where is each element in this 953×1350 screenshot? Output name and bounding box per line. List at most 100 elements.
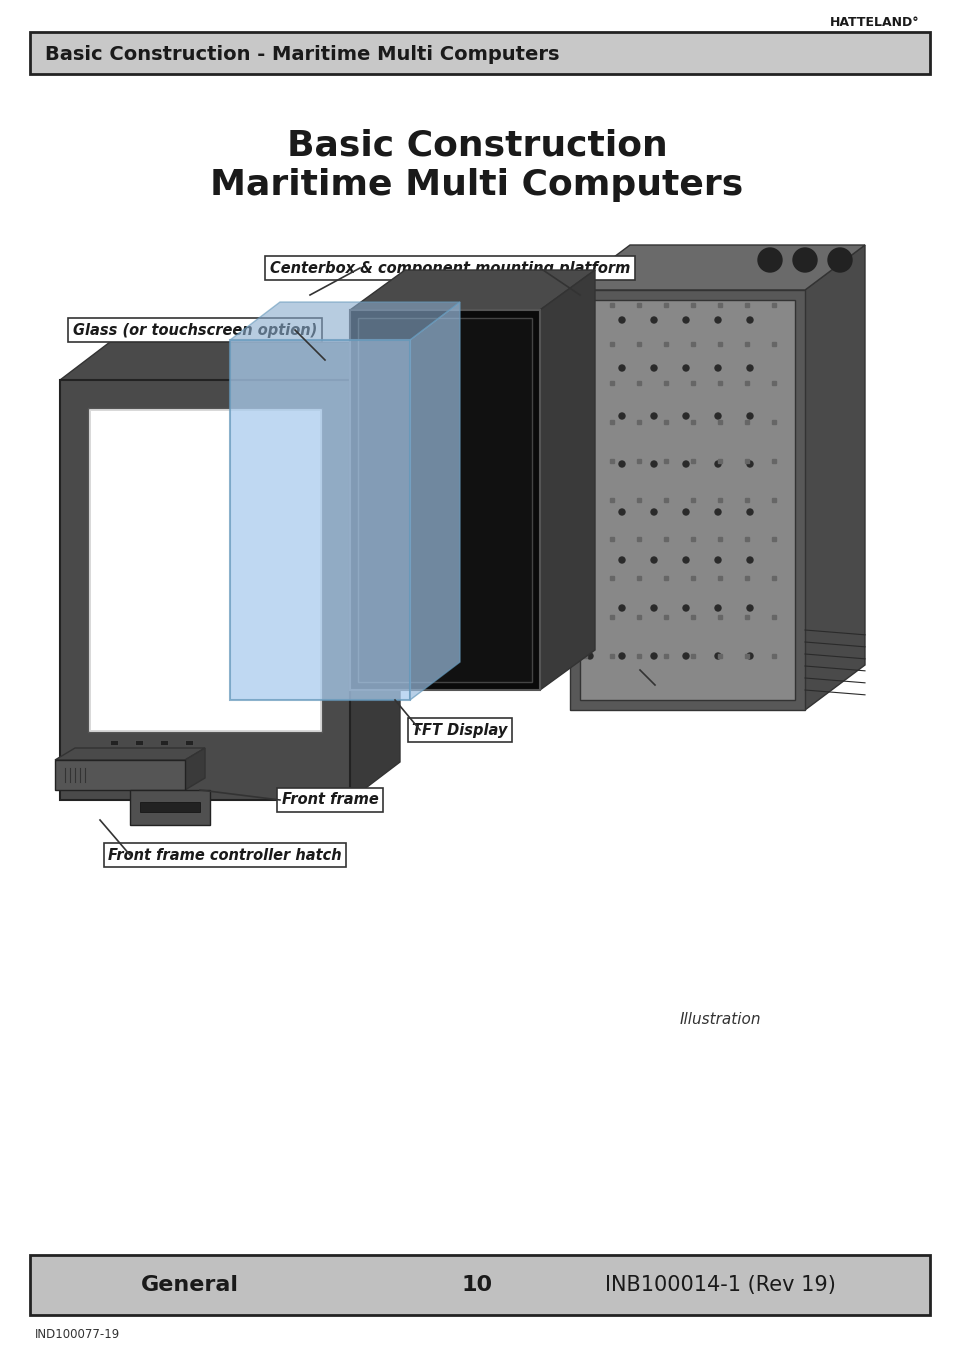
Circle shape: [586, 413, 593, 418]
Circle shape: [714, 364, 720, 371]
Circle shape: [618, 558, 624, 563]
Bar: [663, 616, 667, 620]
Circle shape: [586, 653, 593, 659]
Polygon shape: [804, 244, 864, 710]
Bar: [771, 381, 775, 385]
Bar: [690, 576, 695, 580]
Bar: [160, 740, 168, 745]
Circle shape: [618, 509, 624, 514]
Bar: [637, 459, 640, 463]
Bar: [663, 420, 667, 424]
Polygon shape: [230, 302, 459, 340]
Bar: [744, 381, 748, 385]
Bar: [609, 459, 614, 463]
Bar: [663, 459, 667, 463]
Bar: [718, 537, 721, 541]
Bar: [30, 32, 929, 74]
Bar: [771, 537, 775, 541]
Bar: [744, 616, 748, 620]
Text: Maritime Multi Computers: Maritime Multi Computers: [211, 167, 742, 202]
Bar: [582, 498, 586, 502]
Circle shape: [618, 653, 624, 659]
Bar: [690, 302, 695, 306]
Bar: [718, 381, 721, 385]
Bar: [582, 342, 586, 346]
Text: Centerbox & component mounting platform: Centerbox & component mounting platform: [270, 261, 630, 275]
Bar: [718, 342, 721, 346]
Polygon shape: [357, 319, 532, 682]
Circle shape: [682, 317, 688, 323]
Bar: [690, 616, 695, 620]
Bar: [582, 576, 586, 580]
Circle shape: [650, 364, 657, 371]
Bar: [582, 381, 586, 385]
Bar: [690, 537, 695, 541]
Bar: [110, 740, 118, 745]
Bar: [609, 381, 614, 385]
Circle shape: [650, 317, 657, 323]
Circle shape: [650, 558, 657, 563]
Bar: [718, 616, 721, 620]
Text: HATTELAND°: HATTELAND°: [829, 15, 919, 28]
Bar: [663, 576, 667, 580]
Bar: [609, 537, 614, 541]
Circle shape: [714, 605, 720, 612]
Circle shape: [682, 605, 688, 612]
Bar: [609, 498, 614, 502]
Bar: [582, 420, 586, 424]
Bar: [637, 420, 640, 424]
Bar: [637, 537, 640, 541]
Bar: [637, 302, 640, 306]
Bar: [744, 537, 748, 541]
Bar: [582, 302, 586, 306]
Bar: [690, 459, 695, 463]
Bar: [771, 302, 775, 306]
Circle shape: [650, 605, 657, 612]
Circle shape: [714, 509, 720, 514]
Polygon shape: [88, 408, 322, 732]
Text: General: General: [141, 1274, 239, 1295]
Circle shape: [586, 364, 593, 371]
Circle shape: [714, 317, 720, 323]
Bar: [637, 576, 640, 580]
Bar: [771, 616, 775, 620]
Polygon shape: [569, 244, 864, 290]
Polygon shape: [185, 748, 205, 790]
Circle shape: [618, 317, 624, 323]
Bar: [663, 498, 667, 502]
Bar: [663, 653, 667, 657]
Circle shape: [714, 460, 720, 467]
Circle shape: [714, 558, 720, 563]
Circle shape: [618, 460, 624, 467]
Polygon shape: [230, 340, 410, 701]
Circle shape: [746, 605, 752, 612]
Bar: [744, 302, 748, 306]
Bar: [663, 537, 667, 541]
Bar: [609, 576, 614, 580]
Circle shape: [586, 605, 593, 612]
Polygon shape: [140, 802, 200, 811]
Circle shape: [682, 509, 688, 514]
Bar: [582, 616, 586, 620]
Polygon shape: [55, 748, 205, 760]
Circle shape: [650, 460, 657, 467]
Text: Backcover/chassis: Backcover/chassis: [604, 678, 754, 693]
Bar: [744, 420, 748, 424]
Bar: [690, 420, 695, 424]
Bar: [744, 342, 748, 346]
Text: Basic Construction: Basic Construction: [286, 128, 667, 162]
Circle shape: [746, 509, 752, 514]
Circle shape: [682, 364, 688, 371]
Circle shape: [746, 364, 752, 371]
Bar: [582, 459, 586, 463]
Polygon shape: [569, 290, 804, 710]
Bar: [718, 302, 721, 306]
Circle shape: [618, 364, 624, 371]
Bar: [609, 420, 614, 424]
Polygon shape: [410, 302, 459, 701]
Bar: [718, 420, 721, 424]
Bar: [30, 1256, 929, 1315]
Circle shape: [618, 413, 624, 418]
Polygon shape: [55, 760, 185, 790]
Circle shape: [586, 509, 593, 514]
